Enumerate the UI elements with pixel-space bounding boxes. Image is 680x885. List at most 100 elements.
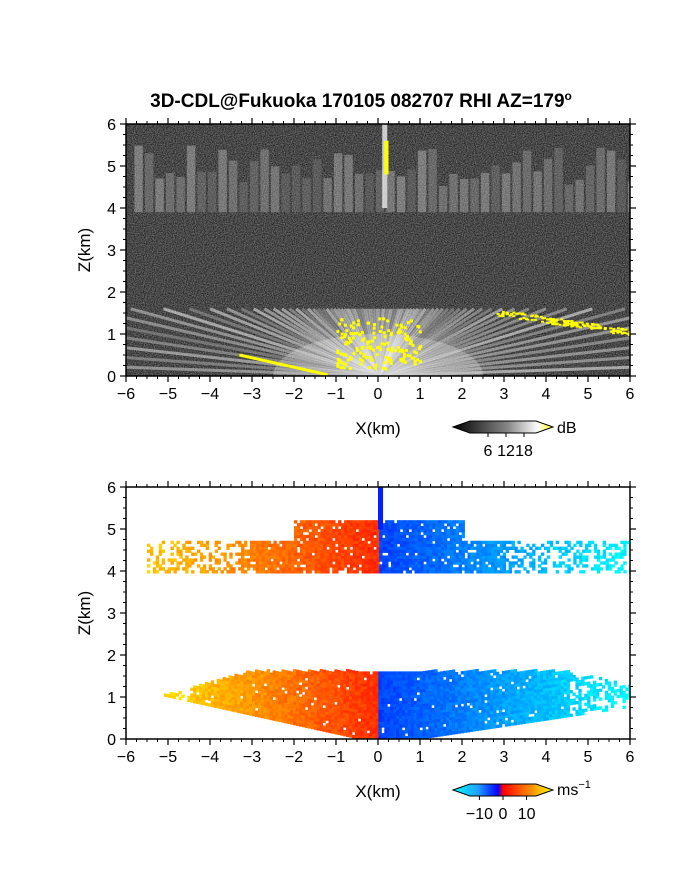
velocity-cell: [294, 543, 298, 548]
velocity-cell: [331, 683, 335, 687]
velocity-cell: [304, 680, 309, 684]
velocity-cell: [304, 674, 309, 678]
velocity-cell: [525, 705, 529, 709]
velocity-cell: [337, 690, 341, 694]
velocity-cell: [373, 523, 377, 527]
velocity-cell: [508, 570, 512, 574]
velocity-cell: [290, 677, 294, 681]
velocity-cell: [170, 540, 174, 545]
velocity-cell: [207, 688, 212, 692]
velocity-cell: [264, 552, 268, 556]
velocity-cell: [287, 720, 291, 725]
velocity-cell: [346, 529, 351, 533]
velocity-cell: [364, 543, 368, 548]
velocity-cell: [213, 692, 218, 697]
velocity-cell: [219, 702, 223, 707]
velocity-cell: [360, 677, 365, 681]
velocity-cell: [240, 675, 244, 679]
velocity-cell: [358, 520, 363, 524]
velocity-cell: [340, 691, 344, 695]
reflectivity-fan-ray: [377, 365, 630, 376]
velocity-cell: [593, 555, 598, 559]
velocity-cell: [407, 683, 412, 687]
velocity-cell: [563, 714, 567, 718]
velocity-cell: [408, 534, 412, 539]
velocity-cell: [275, 712, 279, 716]
velocity-cell: [451, 687, 456, 691]
reflectivity-strong-echo: [417, 347, 421, 351]
velocity-cell: [340, 688, 344, 692]
reflectivity-upper-streak: [554, 147, 563, 213]
velocity-cell: [216, 690, 221, 694]
velocity-cell: [458, 567, 462, 571]
velocity-cell: [381, 674, 385, 678]
velocity-cell: [244, 540, 248, 545]
velocity-cell: [255, 546, 260, 550]
velocity-cell: [294, 537, 298, 542]
velocity-cell: [329, 537, 333, 542]
velocity-cell: [216, 693, 221, 697]
velocity-cell: [464, 564, 468, 568]
reflectivity-strong-echo: [526, 318, 530, 321]
velocity-cell: [449, 537, 454, 542]
velocity-cell: [370, 570, 374, 574]
velocity-cell: [578, 691, 582, 696]
velocity-cell: [469, 687, 473, 691]
velocity-cell: [301, 718, 306, 722]
velocity-cell: [202, 701, 206, 706]
velocity-cell: [360, 730, 365, 734]
velocity-cell: [314, 540, 318, 545]
velocity-cell: [431, 675, 435, 679]
velocity-cell: [507, 672, 512, 677]
velocity-cell: [557, 688, 562, 693]
velocity-cell: [528, 702, 532, 706]
velocity-cell: [267, 549, 271, 553]
velocity-cell: [443, 570, 448, 574]
velocity-cell: [434, 733, 438, 738]
velocity-cell: [381, 686, 385, 690]
velocity-cell: [479, 546, 483, 550]
velocity-cell: [202, 696, 206, 700]
velocity-cell: [434, 675, 438, 679]
velocity-cell: [278, 712, 282, 717]
velocity-cell: [257, 699, 262, 703]
velocity-cell: [557, 685, 562, 690]
reflectivity-strong-echo: [403, 360, 407, 364]
velocity-cell: [452, 555, 457, 559]
velocity-cell: [496, 718, 500, 723]
velocity-cell: [338, 534, 342, 539]
velocity-cell: [605, 561, 609, 565]
velocity-cell: [443, 537, 448, 542]
velocity-cell: [319, 695, 323, 699]
velocity-cell: [258, 555, 263, 559]
velocity-cell: [599, 567, 604, 571]
velocity-cell: [485, 555, 489, 559]
velocity-cell: [155, 570, 160, 574]
velocity-cell: [446, 529, 451, 533]
velocity-cell: [329, 529, 333, 533]
velocity-cell: [437, 698, 441, 702]
velocity-cell: [399, 674, 403, 678]
velocity-cell: [263, 677, 268, 681]
velocity-cell: [466, 720, 470, 724]
velocity-cell: [441, 570, 445, 574]
velocity-cell: [357, 736, 362, 739]
velocity-cell: [414, 558, 418, 562]
velocity-cell: [351, 676, 356, 680]
velocity-cell: [263, 671, 268, 675]
velocity-cell: [181, 694, 185, 698]
velocity-cell: [372, 683, 376, 687]
velocity-cell: [275, 709, 279, 713]
velocity-cell: [458, 529, 462, 533]
velocity-cell: [282, 549, 286, 553]
velocity-cell: [393, 697, 397, 702]
velocity-cell: [590, 704, 594, 709]
velocity-cell: [249, 549, 254, 553]
velocity-cell: [273, 543, 277, 548]
velocity-cell: [408, 564, 412, 568]
velocity-cell: [532, 549, 536, 553]
velocity-cell: [393, 712, 397, 716]
velocity-cell: [413, 727, 418, 731]
velocity-cell: [311, 526, 315, 530]
velocity-cell: [393, 686, 397, 690]
